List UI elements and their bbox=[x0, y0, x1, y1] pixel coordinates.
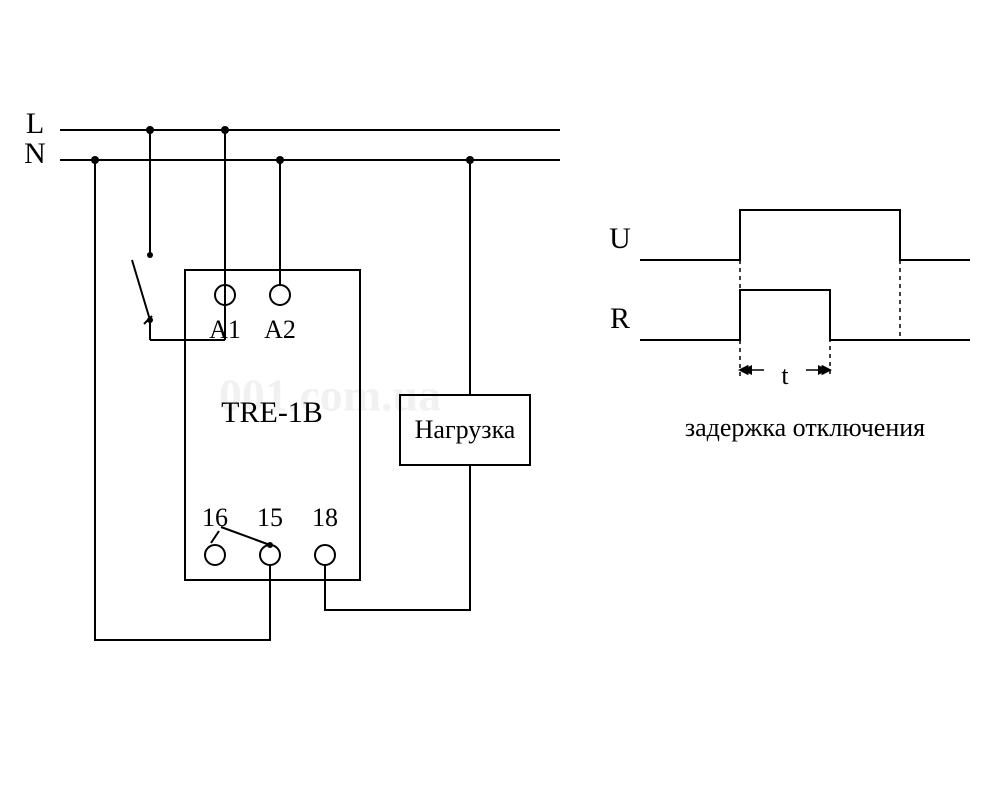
label-A1: A1 bbox=[209, 315, 241, 344]
label-R: R bbox=[610, 302, 630, 335]
device-label: TRE-1B bbox=[221, 396, 323, 429]
wire-load-to-18 bbox=[325, 465, 470, 610]
load-label: Нагрузка bbox=[415, 415, 516, 444]
wiring-diagram: 001.com.uaLNTRE-1BA1A2161518НагрузкаURtз… bbox=[0, 0, 1000, 800]
label-15: 15 bbox=[257, 503, 283, 532]
terminal-18 bbox=[315, 545, 335, 565]
waveform-U bbox=[640, 210, 970, 260]
label-N: N bbox=[24, 137, 46, 170]
label-t: t bbox=[781, 361, 789, 390]
waveform-R bbox=[640, 290, 970, 340]
label-U: U bbox=[609, 222, 631, 255]
label-L: L bbox=[26, 107, 44, 140]
terminal-16 bbox=[205, 545, 225, 565]
timing-caption: задержка отключения bbox=[685, 413, 925, 442]
label-A2: A2 bbox=[264, 315, 296, 344]
terminal-A2 bbox=[270, 285, 290, 305]
label-18: 18 bbox=[312, 503, 338, 532]
